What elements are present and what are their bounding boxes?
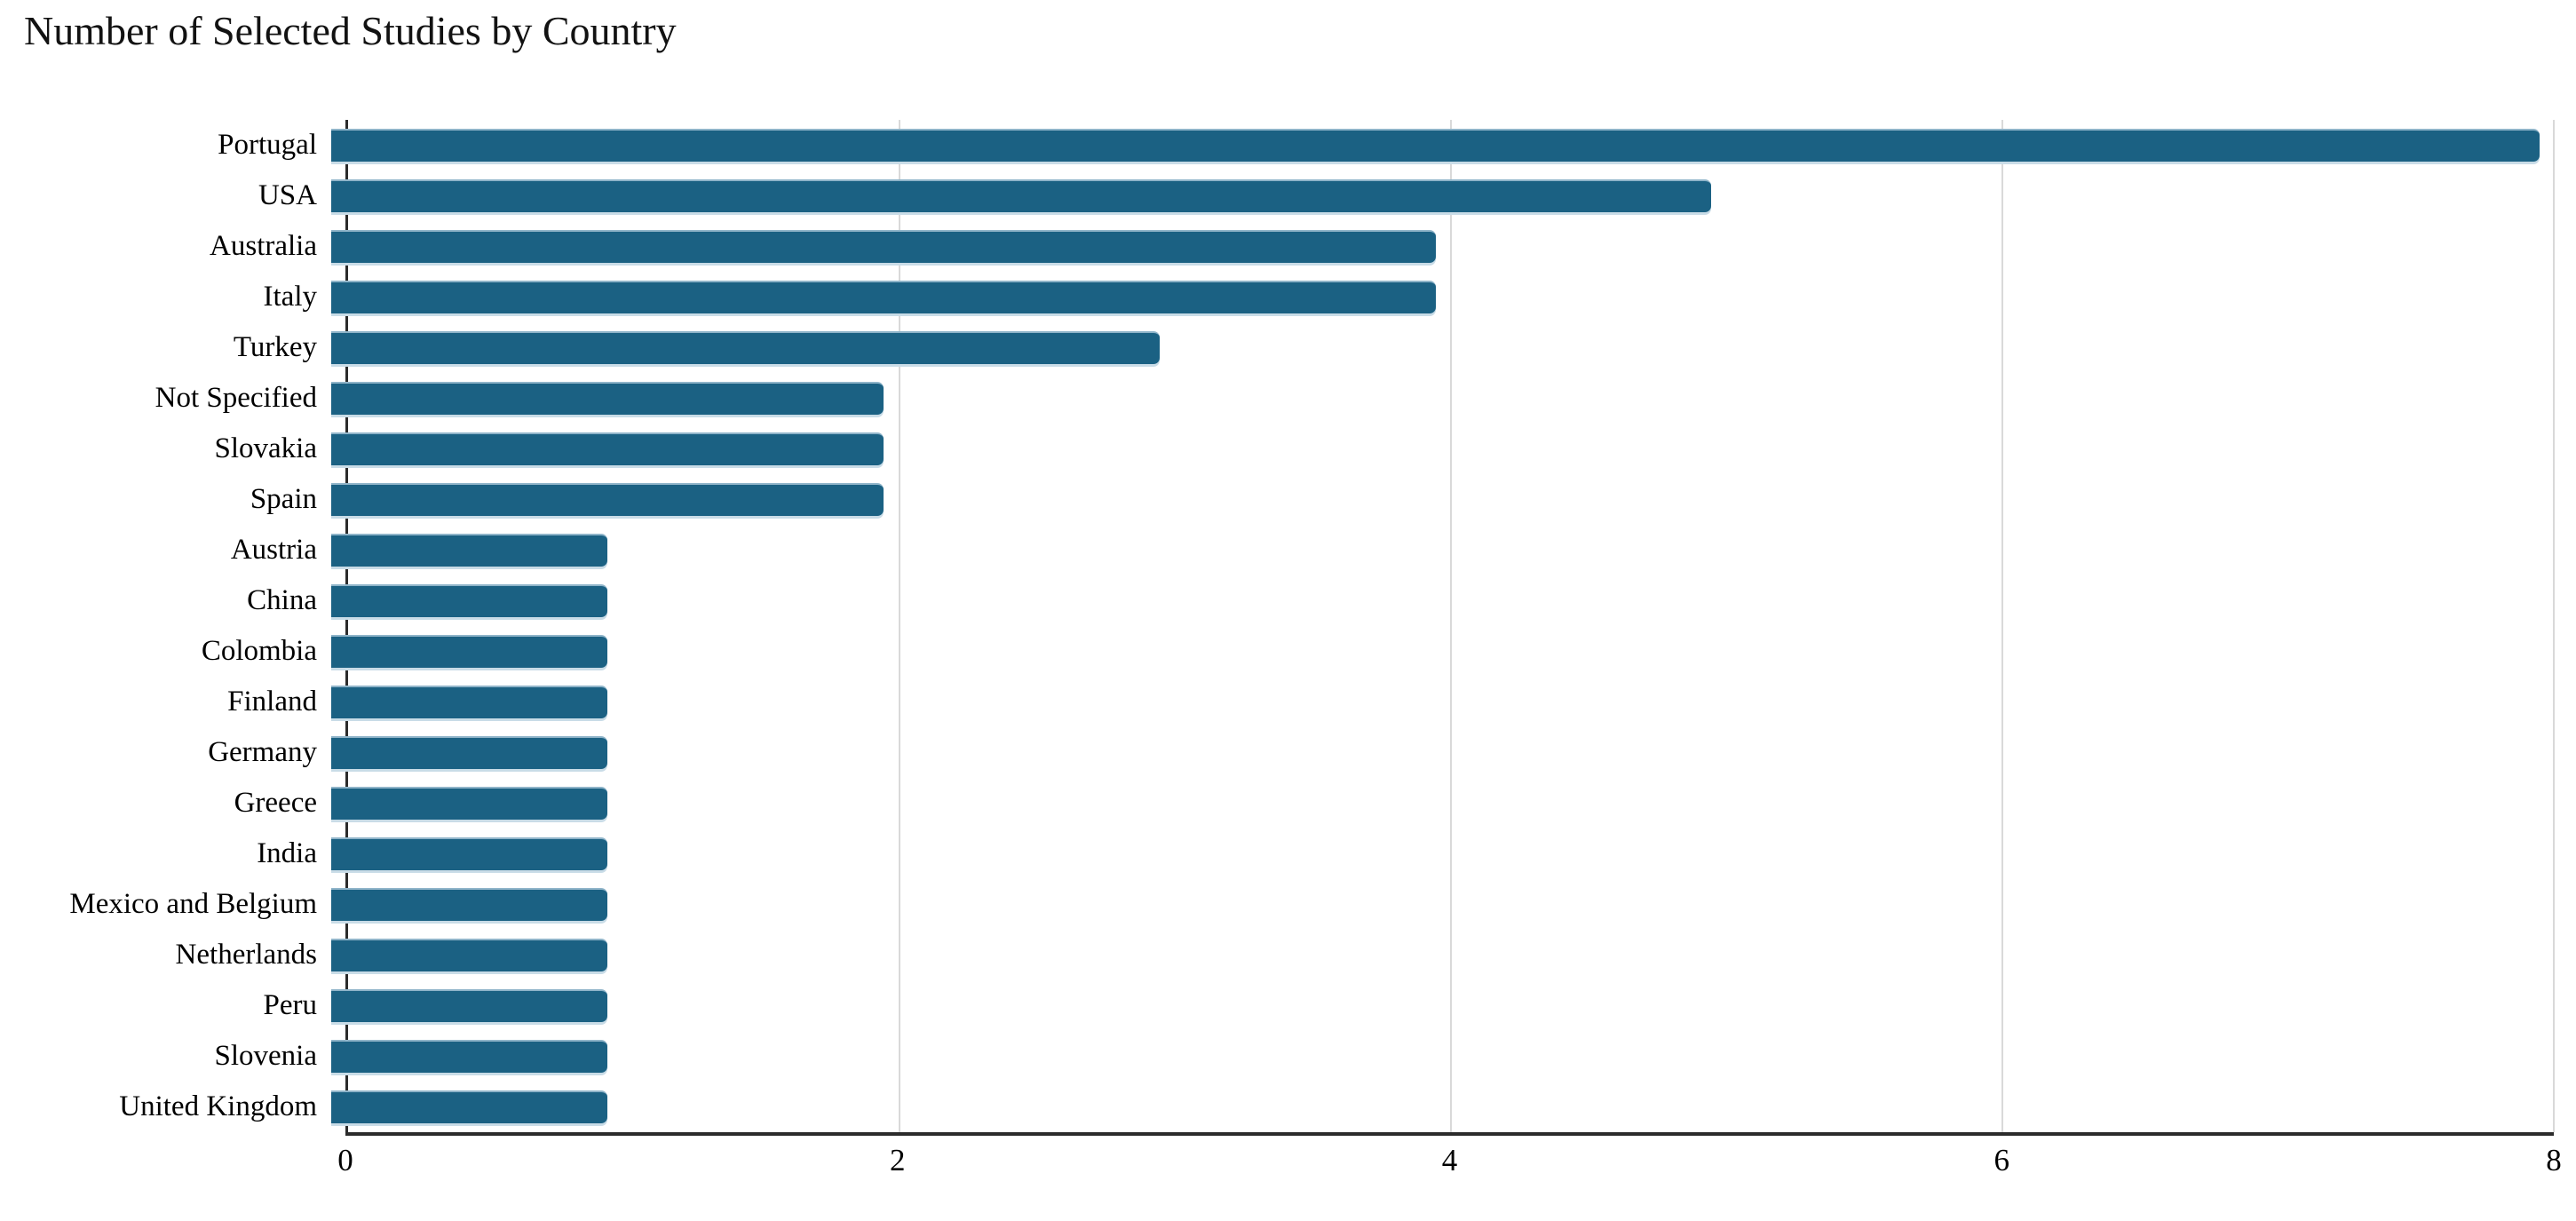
chart-title: Number of Selected Studies by Country xyxy=(24,8,677,53)
bar-track-not-specified xyxy=(331,381,2540,415)
chart-row-not-specified: Not Specified xyxy=(24,373,2554,424)
x-tick-label-8: 8 xyxy=(2546,1142,2562,1177)
chart-row-peru: Peru xyxy=(24,980,2554,1031)
y-axis-label-spain: Spain xyxy=(250,482,317,515)
x-tick-label-6: 6 xyxy=(1993,1142,2010,1177)
bar-track-colombia xyxy=(331,634,2540,668)
bar-track-usa xyxy=(331,178,2540,212)
bar-chart: Portugal USA Australia Italy Turkey Not Speci… xyxy=(24,119,2562,1182)
bar-slovenia xyxy=(331,1039,607,1073)
chart-row-china: China xyxy=(24,575,2554,626)
y-axis-label-united-kingdom: United Kingdom xyxy=(119,1090,317,1122)
y-axis-label-greece: Greece xyxy=(234,786,317,819)
chart-rows: Portugal USA Australia Italy Turkey Not Speci… xyxy=(24,120,2554,1132)
chart-row-germany: Germany xyxy=(24,727,2554,778)
bar-finland xyxy=(331,685,607,718)
bar-track-portugal xyxy=(331,128,2540,162)
bar-track-slovakia xyxy=(331,432,2540,465)
bar-australia xyxy=(331,229,1436,263)
bar-track-mexico-and-belgium xyxy=(331,887,2540,921)
x-axis-ticks: 0 2 4 6 8 xyxy=(337,1136,2562,1182)
plot-area xyxy=(345,119,2555,1132)
x-tick-label-2: 2 xyxy=(890,1142,906,1177)
chart-row-netherlands: Netherlands xyxy=(24,930,2554,980)
y-axis-label-italy: Italy xyxy=(263,280,317,313)
y-axis-label-australia: Australia xyxy=(210,229,317,262)
bar-spain xyxy=(331,482,884,516)
bar-usa xyxy=(331,178,1712,212)
bar-mexico-and-belgium xyxy=(331,887,607,921)
chart-row-italy: Italy xyxy=(24,272,2554,322)
chart-row-united-kingdom: United Kingdom xyxy=(24,1082,2554,1132)
chart-row-australia: Australia xyxy=(24,221,2554,272)
x-tick-label-0: 0 xyxy=(337,1142,353,1177)
bar-track-turkey xyxy=(331,330,2540,364)
bar-turkey xyxy=(331,330,1160,364)
y-axis-label-usa: USA xyxy=(258,178,317,211)
gridline-2 xyxy=(899,119,900,1132)
chart-row-turkey: Turkey xyxy=(24,322,2554,373)
chart-row-usa: USA xyxy=(24,170,2554,221)
y-axis-label-finland: Finland xyxy=(227,685,317,718)
gridline-8 xyxy=(2553,119,2555,1132)
chart-row-slovakia: Slovakia xyxy=(24,424,2554,474)
bar-italy xyxy=(331,280,1436,313)
bar-not-specified xyxy=(331,381,884,415)
bar-colombia xyxy=(331,634,607,668)
y-axis-label-portugal: Portugal xyxy=(218,128,317,161)
bar-austria xyxy=(331,533,607,567)
y-axis-label-germany: Germany xyxy=(208,735,317,768)
chart-row-india: India xyxy=(24,829,2554,879)
bar-germany xyxy=(331,735,607,769)
bar-track-united-kingdom xyxy=(331,1090,2540,1123)
bar-track-austria xyxy=(331,533,2540,567)
chart-row-colombia: Colombia xyxy=(24,626,2554,677)
y-axis-label-turkey: Turkey xyxy=(233,330,317,363)
bar-greece xyxy=(331,786,607,820)
chart-row-slovenia: Slovenia xyxy=(24,1031,2554,1082)
y-axis-label-peru: Peru xyxy=(263,988,318,1021)
y-axis-label-austria: Austria xyxy=(230,533,317,566)
chart-row-portugal: Portugal xyxy=(24,120,2554,170)
bar-track-greece xyxy=(331,786,2540,820)
chart-row-mexico-and-belgium: Mexico and Belgium xyxy=(24,879,2554,930)
y-axis-label-mexico-and-belgium: Mexico and Belgium xyxy=(69,887,317,920)
bar-track-italy xyxy=(331,280,2540,313)
bar-track-slovenia xyxy=(331,1039,2540,1073)
gridline-6 xyxy=(2001,119,2003,1132)
bar-track-china xyxy=(331,583,2540,617)
chart-row-spain: Spain xyxy=(24,474,2554,525)
bar-track-netherlands xyxy=(331,938,2540,971)
bar-track-peru xyxy=(331,988,2540,1022)
bar-united-kingdom xyxy=(331,1090,607,1123)
gridline-4 xyxy=(1450,119,1452,1132)
y-axis-label-china: China xyxy=(247,583,317,616)
bar-china xyxy=(331,583,607,617)
x-tick-label-4: 4 xyxy=(1441,1142,1458,1177)
bar-track-germany xyxy=(331,735,2540,769)
chart-row-finland: Finland xyxy=(24,677,2554,727)
bar-track-india xyxy=(331,836,2540,870)
y-axis-label-colombia: Colombia xyxy=(201,634,317,667)
y-axis-label-not-specified: Not Specified xyxy=(155,381,317,414)
y-axis-label-india: India xyxy=(257,836,317,869)
bar-portugal xyxy=(331,128,2540,162)
y-axis-label-slovakia: Slovakia xyxy=(214,432,317,464)
chart-row-greece: Greece xyxy=(24,778,2554,829)
bar-slovakia xyxy=(331,432,884,465)
bar-track-australia xyxy=(331,229,2540,263)
bar-track-finland xyxy=(331,685,2540,718)
bar-netherlands xyxy=(331,938,607,971)
x-axis-line xyxy=(345,1131,2554,1136)
y-axis-label-slovenia: Slovenia xyxy=(214,1039,317,1072)
bar-peru xyxy=(331,988,607,1022)
bar-india xyxy=(331,836,607,870)
chart-row-austria: Austria xyxy=(24,525,2554,575)
bar-track-spain xyxy=(331,482,2540,516)
y-axis-label-netherlands: Netherlands xyxy=(175,938,317,971)
